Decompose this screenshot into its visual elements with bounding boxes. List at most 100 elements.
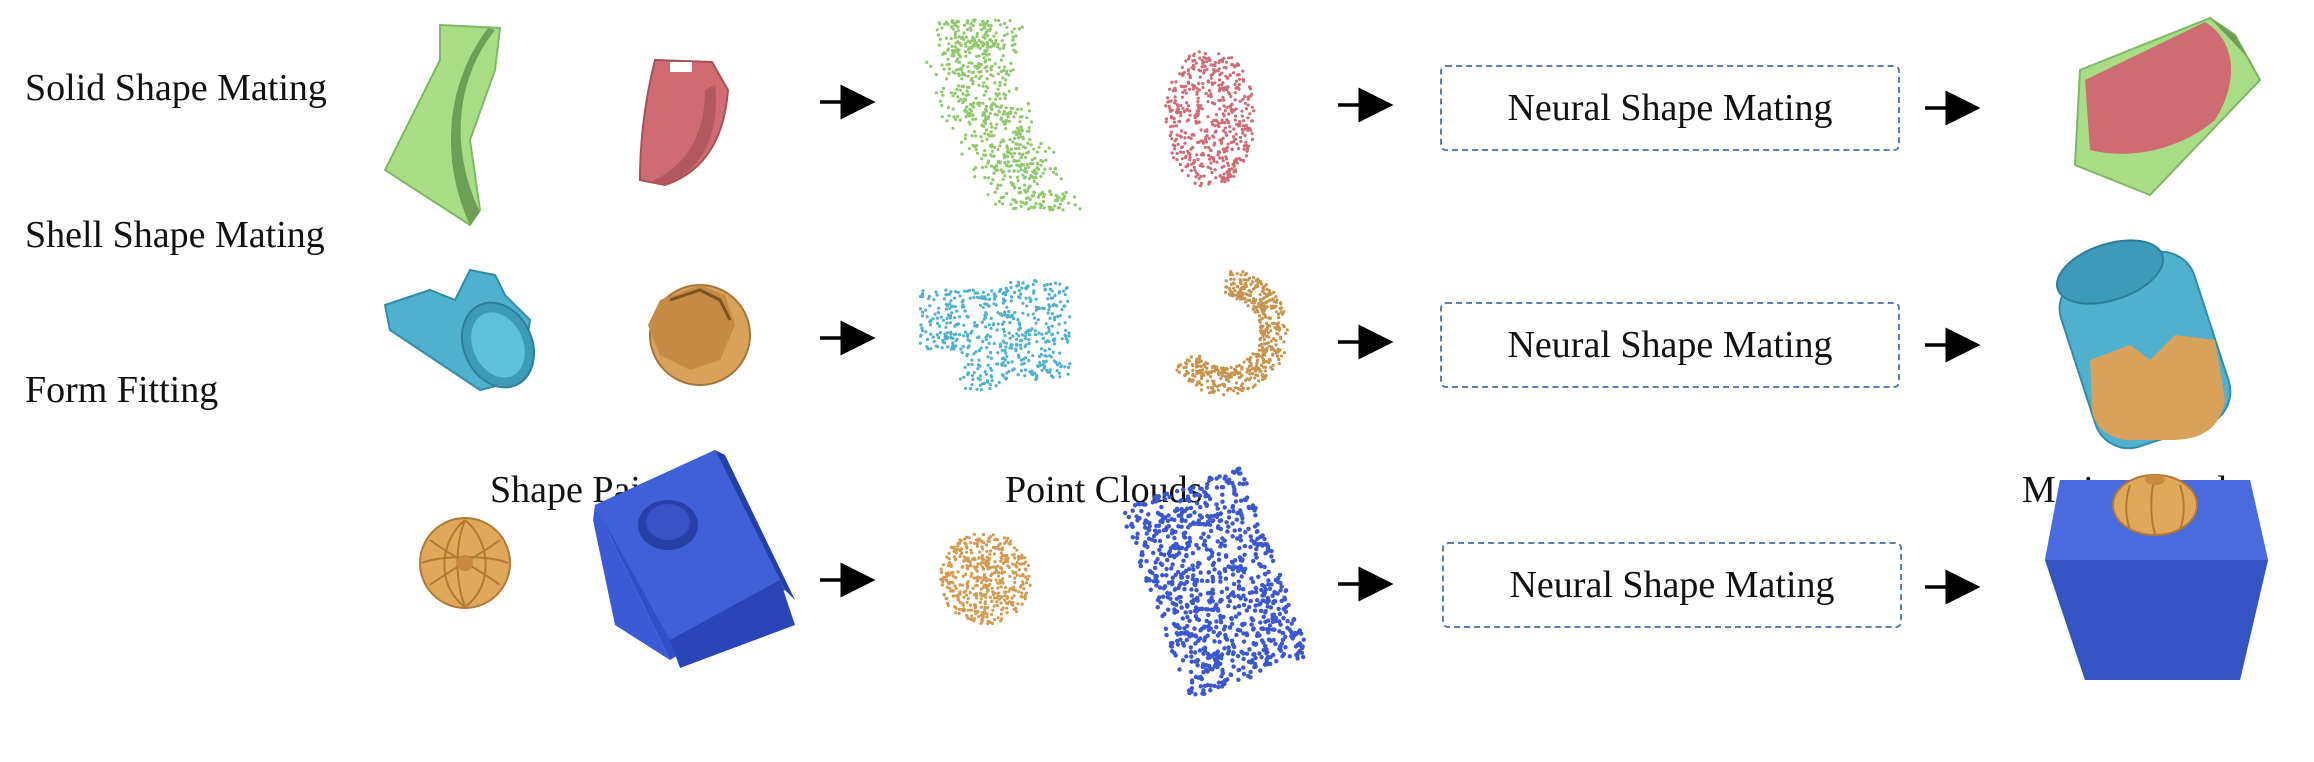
point xyxy=(1248,368,1252,372)
point xyxy=(1025,577,1030,582)
point xyxy=(1220,59,1225,64)
point xyxy=(1238,511,1243,516)
point xyxy=(1213,124,1217,128)
point xyxy=(1006,160,1011,164)
point xyxy=(1169,644,1175,649)
point xyxy=(1245,126,1250,130)
point xyxy=(1227,292,1231,296)
point xyxy=(1220,156,1225,160)
point xyxy=(951,304,955,308)
point xyxy=(977,556,981,560)
point xyxy=(1289,633,1294,639)
point xyxy=(1024,155,1028,160)
point xyxy=(1212,567,1217,572)
point xyxy=(1164,573,1169,578)
point xyxy=(1187,618,1192,623)
point xyxy=(1196,157,1200,162)
point xyxy=(1146,577,1152,582)
point xyxy=(1200,107,1204,111)
point xyxy=(952,332,957,337)
point xyxy=(1196,103,1200,107)
point xyxy=(1202,624,1207,629)
point xyxy=(985,372,989,376)
point xyxy=(1212,118,1216,122)
point xyxy=(1052,150,1056,154)
point xyxy=(1242,286,1246,291)
point xyxy=(1205,361,1210,366)
point xyxy=(1241,602,1247,608)
point xyxy=(996,19,1001,23)
point xyxy=(1042,366,1046,370)
point xyxy=(1281,615,1286,621)
point xyxy=(1184,91,1188,95)
point xyxy=(999,595,1003,599)
point xyxy=(1193,614,1199,619)
point xyxy=(965,27,970,32)
point xyxy=(1201,371,1205,375)
point xyxy=(1235,161,1239,165)
point xyxy=(1194,362,1199,366)
point xyxy=(1243,101,1247,105)
point xyxy=(1157,547,1162,553)
point xyxy=(1239,139,1243,144)
point xyxy=(985,346,989,350)
point xyxy=(964,44,968,48)
point xyxy=(1289,630,1294,635)
point xyxy=(1193,181,1197,185)
point xyxy=(1209,95,1213,99)
point xyxy=(965,105,969,109)
point xyxy=(1204,140,1209,144)
point xyxy=(1222,543,1228,548)
point xyxy=(953,296,957,300)
point xyxy=(1013,556,1017,560)
point xyxy=(1003,358,1007,362)
point xyxy=(974,538,979,542)
point xyxy=(944,307,949,311)
point xyxy=(1045,339,1049,343)
point xyxy=(999,183,1003,187)
point xyxy=(981,557,985,562)
point xyxy=(1273,641,1278,647)
point xyxy=(1194,578,1199,583)
point xyxy=(971,104,975,108)
point xyxy=(979,63,984,67)
point xyxy=(1030,327,1034,331)
point xyxy=(1279,584,1284,589)
point xyxy=(1179,363,1183,367)
point xyxy=(1246,526,1251,531)
point xyxy=(1186,68,1190,73)
point xyxy=(1020,286,1024,290)
point xyxy=(940,583,945,587)
point xyxy=(941,577,945,581)
point xyxy=(1212,143,1216,147)
point xyxy=(996,311,1000,315)
point xyxy=(995,362,999,366)
point xyxy=(1005,602,1010,606)
point xyxy=(1006,536,1010,540)
point xyxy=(1205,67,1209,71)
point xyxy=(1175,158,1179,162)
point xyxy=(1228,130,1232,134)
point xyxy=(1171,89,1175,93)
point xyxy=(1188,489,1194,494)
point xyxy=(970,61,974,65)
point xyxy=(964,115,968,119)
point xyxy=(1000,348,1004,352)
point xyxy=(984,595,988,599)
point xyxy=(1223,86,1227,90)
point xyxy=(1165,534,1171,539)
point xyxy=(1247,590,1253,596)
point xyxy=(1238,120,1242,124)
point xyxy=(981,52,985,56)
point xyxy=(970,614,974,618)
point xyxy=(994,31,998,35)
point xyxy=(982,381,987,385)
point xyxy=(1240,365,1244,369)
point xyxy=(978,383,982,387)
point xyxy=(939,567,943,571)
point xyxy=(1027,338,1031,342)
point xyxy=(1230,534,1235,539)
point xyxy=(963,541,967,545)
point xyxy=(979,605,983,609)
point xyxy=(994,570,998,574)
